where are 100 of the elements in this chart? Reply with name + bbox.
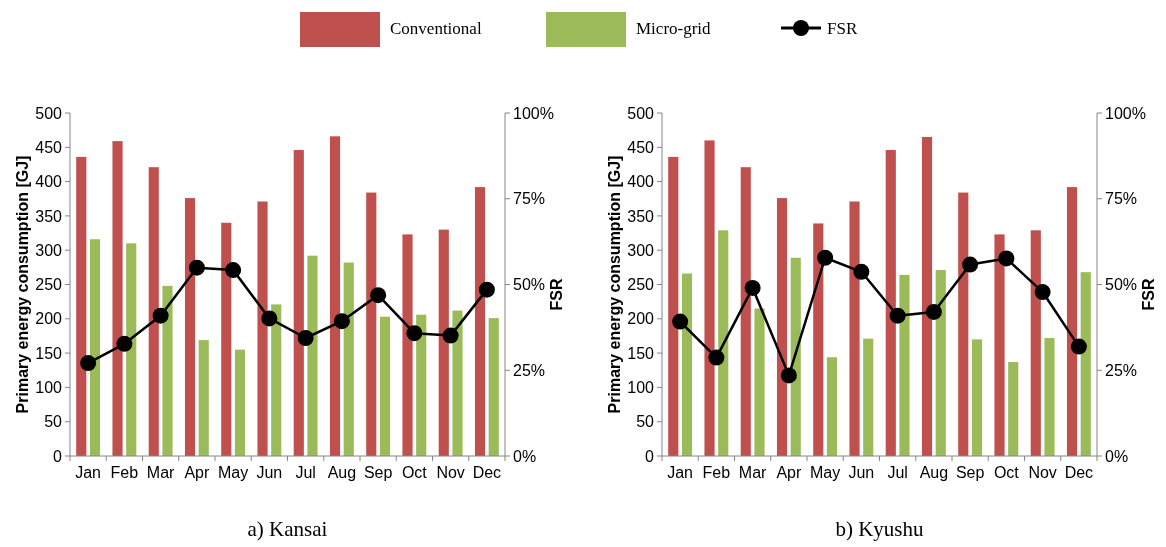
bar [452, 310, 463, 456]
bar [402, 234, 413, 456]
point [478, 281, 495, 298]
bar [148, 167, 159, 456]
bar [849, 201, 860, 456]
bar [885, 150, 896, 456]
bar [863, 338, 874, 456]
y-tick-label: 400 [627, 173, 655, 191]
point [442, 327, 459, 344]
y-tick-label: 200 [35, 310, 63, 328]
x-tick-label: Feb [702, 464, 731, 481]
y-tick-label: 0 [53, 447, 63, 465]
y-tick-label: 150 [627, 344, 655, 362]
point [116, 335, 133, 352]
bar [257, 201, 268, 456]
bar [1030, 230, 1041, 456]
x-tick-label: Jul [295, 464, 316, 481]
x-tick-label: Jun [848, 464, 875, 481]
y-tick-label: 300 [627, 241, 655, 259]
y-tick-label: 500 [35, 104, 63, 122]
y2-tick-label: 100% [513, 104, 554, 122]
y-tick-label: 400 [35, 173, 63, 191]
bar [307, 255, 318, 456]
x-tick-label: Oct [993, 464, 1020, 481]
point [925, 303, 942, 320]
bar [754, 308, 765, 456]
bar [1008, 362, 1019, 456]
bar [826, 357, 838, 456]
x-tick-label: Apr [184, 464, 210, 481]
point [261, 310, 278, 327]
x-tick-label: Oct [401, 464, 428, 481]
bar [935, 270, 946, 456]
y2-tick-label: 25% [1105, 361, 1138, 379]
y-tick-label: 500 [627, 104, 655, 122]
point [744, 279, 761, 296]
x-tick-label: Apr [776, 464, 802, 481]
y-tick-label: 450 [627, 138, 655, 156]
bar [366, 192, 377, 456]
bar [921, 137, 933, 456]
y-tick-label: 350 [627, 207, 655, 225]
bar [293, 150, 304, 456]
bar [198, 340, 209, 456]
y2-tick-label: 25% [513, 361, 546, 379]
bar [416, 314, 427, 456]
bar [681, 273, 693, 456]
bar [329, 136, 341, 456]
x-tick-label: Dec [472, 464, 502, 481]
legend-label: Micro-grid [636, 18, 712, 38]
bar [1044, 338, 1055, 456]
bar [488, 318, 499, 456]
x-tick-label: Mar [146, 464, 176, 481]
bar [740, 167, 751, 456]
bar [899, 274, 910, 456]
bar [704, 140, 715, 456]
x-tick-label: Aug [327, 464, 357, 481]
y-tick-label: 100 [35, 379, 63, 396]
bar [343, 262, 354, 456]
bar [221, 222, 232, 456]
bar [790, 257, 801, 456]
bar [271, 304, 282, 456]
x-tick-label: Dec [1064, 464, 1094, 481]
bar [76, 156, 87, 456]
bar [813, 223, 824, 456]
point [370, 287, 387, 304]
y-tick-label: 100 [627, 379, 655, 396]
bar [126, 243, 137, 456]
y2-tick-label: 75% [513, 190, 546, 208]
bar [958, 192, 969, 456]
y2-axis-title: FSR [1140, 278, 1157, 311]
y2-tick-label: 50% [513, 276, 546, 294]
legend-label: FSR [827, 18, 858, 38]
bar [994, 234, 1005, 456]
point [998, 250, 1015, 267]
text: a) Kansai [247, 517, 328, 541]
y2-tick-label: 0% [513, 447, 537, 465]
bar [162, 285, 173, 456]
y-tick-label: 450 [35, 138, 63, 156]
point [152, 307, 169, 324]
point [962, 256, 979, 273]
y2-tick-label: 100% [1105, 104, 1146, 122]
point [672, 313, 689, 330]
y-tick-label: 50 [636, 413, 655, 431]
y2-tick-label: 0% [1105, 447, 1129, 465]
point [1034, 284, 1051, 301]
x-tick-label: Feb [110, 464, 139, 481]
bar [776, 198, 788, 456]
y-axis-title: Primary energy consumption [GJ] [606, 155, 623, 414]
point [80, 355, 97, 372]
x-tick-label: Jan [75, 464, 102, 481]
bar [379, 316, 391, 456]
x-tick-label: Jun [256, 464, 283, 481]
bar [184, 198, 196, 456]
y2-tick-label: 50% [1105, 276, 1138, 294]
bar [668, 156, 679, 456]
bar [718, 230, 729, 456]
x-tick-label: Nov [436, 464, 465, 481]
point [889, 307, 906, 324]
x-tick-label: May [218, 464, 249, 481]
bar [971, 339, 983, 456]
point [225, 262, 242, 279]
